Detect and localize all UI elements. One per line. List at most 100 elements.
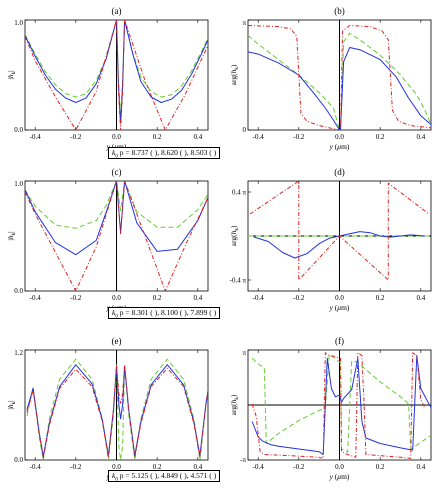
series-line-red <box>249 181 430 281</box>
x-tick-label: 0.2 <box>153 294 162 302</box>
y-tick-label: 1.2 <box>14 349 23 357</box>
legend-value-blue: 8.620 <box>160 148 178 157</box>
x-tick-label: 0.0 <box>335 463 344 471</box>
series-line-green <box>25 181 208 229</box>
x-tick-label: 0.2 <box>376 463 385 471</box>
y-tick-label: 1.0 <box>14 19 23 27</box>
panel-label: (a) <box>112 6 122 16</box>
y-axis-label: arg(hk) <box>229 394 240 415</box>
x-tick-label: -0.4 <box>30 133 42 141</box>
x-tick-label: 0.4 <box>193 133 202 141</box>
y-tick-label: -0.4 π <box>230 277 247 285</box>
legend-value-green: 8.737 <box>131 148 149 157</box>
x-tick-label: 0.0 <box>112 294 121 302</box>
series-group <box>251 352 431 459</box>
x-tick-label: -0.2 <box>293 463 305 471</box>
x-tick-label: 0.2 <box>153 463 162 471</box>
series-group <box>25 20 208 130</box>
legend-row-1: k0 p = 8.737 (), 8.620 (), 8.503 () <box>108 147 221 160</box>
legend-row-2: k0 p = 8.301 (), 8.100 (), 7.899 () <box>108 307 221 320</box>
y-axis-label: |hk| <box>6 231 17 240</box>
legend-value-green: 5.125 <box>131 471 149 480</box>
series-line-blue <box>251 355 431 455</box>
x-tick-label: 0.4 <box>193 294 202 302</box>
x-tick-label: 0.4 <box>416 294 425 302</box>
chart-panel-a: -0.4 -0.2 0.0 0.2 0.4 0.0 1.0 (a) y (μm) |hk| <box>6 6 209 151</box>
series-group <box>248 25 431 130</box>
y-axis-label: arg(hk) <box>229 225 240 246</box>
y-tick-label: 1.0 <box>14 180 23 188</box>
x-tick-label: -0.4 <box>30 463 42 471</box>
y-tick-label: 0.4 π <box>232 189 247 197</box>
chart-panel-f: -0.4 -0.2 0.0 0.2 0.4 -π π (f) y (μm) arg(hk) <box>229 336 432 481</box>
x-axis-label: y (μm) <box>329 472 350 481</box>
x-tick-label: -0.2 <box>70 463 82 471</box>
series-group <box>25 181 208 291</box>
x-tick-label: 0.0 <box>335 294 344 302</box>
legend-value-blue: 8.100 <box>160 308 178 317</box>
x-axis-label: y (μm) <box>329 303 350 312</box>
legend-prefix-rest: p = <box>117 148 132 157</box>
x-tick-label: 0.2 <box>153 133 162 141</box>
x-axis-label: y (μm) <box>106 142 127 151</box>
panel-label: (f) <box>335 336 344 346</box>
x-tick-label: 0.0 <box>335 133 344 141</box>
series-group <box>26 358 208 460</box>
y-tick-label: 0.0 <box>14 456 23 464</box>
x-tick-label: 0.4 <box>193 463 202 471</box>
x-tick-label: -0.2 <box>70 294 82 302</box>
chart-panel-d: -0.4 -0.2 0.0 0.2 0.4 -0.4 π 0.4 π (d) y (μm) arg… <box>229 167 432 312</box>
y-axis-label: |hk| <box>6 400 17 409</box>
x-tick-label: 0.4 <box>416 133 425 141</box>
legend-prefix-rest: p = <box>117 471 132 480</box>
x-tick-label: -0.2 <box>70 133 82 141</box>
legend-value-green: 8.301 <box>131 308 149 317</box>
legend-value-red: 4.571 <box>190 471 208 480</box>
x-tick-label: 0.0 <box>112 133 121 141</box>
legend-prefix-sub: 0 <box>115 154 118 160</box>
panel-label: (b) <box>334 6 345 16</box>
x-tick-label: 0.2 <box>376 133 385 141</box>
legend-prefix: k <box>112 148 116 157</box>
y-axis-label: |hk| <box>6 70 17 79</box>
legend-prefix-rest: p = <box>117 308 132 317</box>
series-line-red <box>25 181 208 291</box>
legend-row-3: k0 p = 5.125 (), 4.849 (), 4.571 () <box>108 470 221 483</box>
series-line-blue <box>248 47 431 130</box>
x-tick-label: -0.4 <box>30 294 42 302</box>
series-line-red <box>251 352 426 459</box>
series-line-green <box>25 20 208 118</box>
x-tick-label: -0.2 <box>293 133 305 141</box>
x-tick-label: -0.4 <box>253 133 265 141</box>
series-line-green <box>251 353 431 453</box>
series-line-red <box>25 20 208 130</box>
series-line-red <box>248 25 431 130</box>
legend-value-red: 8.503 <box>190 148 208 157</box>
y-tick-label: 0.0 <box>14 126 23 134</box>
x-tick-label: -0.2 <box>293 294 305 302</box>
x-tick-label: -0.4 <box>253 294 265 302</box>
y-tick-label: 0 <box>243 126 247 134</box>
x-tick-label: 0.4 <box>416 463 425 471</box>
y-tick-label: 0.0 <box>14 287 23 295</box>
x-axis-label: y (μm) <box>329 142 350 151</box>
legend-value-red: 7.899 <box>190 308 208 317</box>
panel-label: (d) <box>334 167 345 177</box>
legend-value-blue: 4.849 <box>160 471 178 480</box>
y-tick-label: -π <box>240 456 246 464</box>
x-tick-label: -0.4 <box>253 463 265 471</box>
chart-panel-e: -0.4-0.20.00.20.40.01.2(e)y (μm)|hk| <box>6 336 209 481</box>
x-tick-label: 0.2 <box>376 294 385 302</box>
panel-label: (e) <box>112 336 122 346</box>
y-tick-label: π <box>242 349 246 357</box>
series-line-blue <box>253 231 425 259</box>
y-tick-label: π <box>242 19 246 27</box>
series-line-red <box>26 364 208 459</box>
series-line-green <box>26 358 208 460</box>
y-axis-label: arg(hk) <box>229 64 240 85</box>
x-tick-label: 0.0 <box>112 463 121 471</box>
chart-panel-b: -0.4 -0.2 0.0 0.2 0.4 0 π (b) y (μm) arg(hk) <box>229 6 432 151</box>
legend-prefix-sub: 0 <box>115 314 118 320</box>
legend-prefix: k <box>112 308 116 317</box>
